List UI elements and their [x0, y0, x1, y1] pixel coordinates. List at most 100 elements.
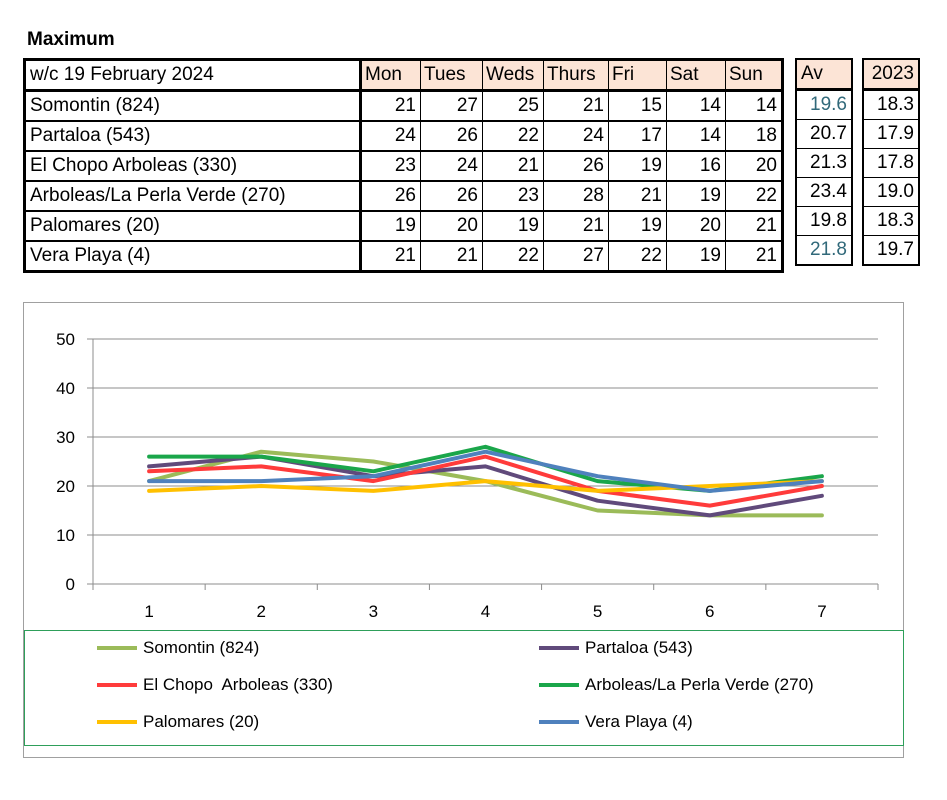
legend-swatch [539, 646, 579, 650]
average-cell: 20.7 [795, 119, 853, 149]
table-header-row: w/c 19 February 2024 Mon Tues Weds Thurs… [24, 59, 783, 92]
legend-label: Palomares (20) [143, 712, 260, 731]
legend-swatch [97, 720, 137, 724]
table-cell: 23 [482, 180, 544, 212]
y-tick-label: 30 [56, 428, 75, 447]
series-line [147, 479, 824, 493]
table-cell: 24 [543, 120, 609, 152]
table-cell: 19 [608, 210, 667, 242]
y-tick-label: 20 [56, 477, 75, 496]
station-name: El Chopo Arboleas (330) [24, 150, 362, 182]
x-tick-label: 4 [481, 602, 490, 621]
year-2023-cell: 19.0 [862, 177, 920, 207]
day-header: Sun [725, 59, 783, 92]
table-cell: 21 [360, 240, 421, 272]
table-cell: 19 [360, 210, 421, 242]
day-header: Tues [420, 59, 483, 92]
legend-item: Vera Playa (4) [539, 712, 693, 732]
year-2023-cell: 17.8 [862, 148, 920, 178]
temperature-table: w/c 19 February 2024 Mon Tues Weds Thurs… [23, 58, 784, 273]
table-cell: 22 [725, 180, 783, 212]
average-cell: 19.8 [795, 206, 853, 236]
station-name: Partaloa (543) [24, 120, 362, 152]
table-cell: 17 [608, 120, 667, 152]
year-2023-cell: 18.3 [862, 206, 920, 236]
table-cell: 24 [420, 150, 483, 182]
day-header: Fri [608, 59, 667, 92]
x-tick-label: 1 [144, 602, 153, 621]
x-tick-label: 2 [256, 602, 265, 621]
station-name: Palomares (20) [24, 210, 362, 242]
chart-legend: Somontin (824) Partaloa (543) El Chopo Arb… [24, 630, 904, 746]
average-header: Av [795, 58, 853, 91]
table-cell: 27 [420, 89, 483, 122]
year-2023-header: 2023 [862, 58, 920, 91]
legend-item: Palomares (20) [97, 712, 259, 732]
legend-item: Partaloa (543) [539, 638, 693, 658]
series-line [147, 449, 824, 493]
legend-item: El Chopo Arboleas (330) [97, 675, 333, 695]
table-cell: 26 [543, 150, 609, 182]
x-tick-label: 7 [817, 602, 826, 621]
legend-item: Somontin (824) [97, 638, 259, 658]
table-cell: 21 [725, 240, 783, 272]
legend-label: El Chopo Arboleas (330) [143, 675, 333, 694]
table-cell: 20 [725, 150, 783, 182]
y-tick-label: 0 [66, 575, 75, 594]
table-cell: 21 [725, 210, 783, 242]
table-cell: 22 [608, 240, 667, 272]
year-2023-cell: 19.7 [862, 235, 920, 266]
x-tick-label: 3 [369, 602, 378, 621]
station-name: Somontin (824) [24, 89, 362, 122]
y-tick-label: 10 [56, 526, 75, 545]
table-cell: 19 [482, 210, 544, 242]
y-tick-label: 40 [56, 379, 75, 398]
legend-swatch [539, 720, 579, 724]
table-cell: 21 [543, 89, 609, 122]
table-row: Palomares (20) 19 20 19 21 19 20 21 [24, 210, 783, 242]
average-cell: 21.8 [795, 235, 853, 266]
table-heading: Maximum [27, 29, 115, 50]
legend-label: Vera Playa (4) [585, 712, 693, 731]
legend-label: Arboleas/La Perla Verde (270) [585, 675, 814, 694]
table-cell: 14 [666, 120, 726, 152]
legend-swatch [97, 683, 137, 687]
table-cell: 25 [482, 89, 544, 122]
series-line [147, 454, 824, 508]
table-cell: 27 [543, 240, 609, 272]
table-cell: 26 [420, 180, 483, 212]
average-cell: 21.3 [795, 148, 853, 178]
table-row: Partaloa (543) 24 26 22 24 17 14 18 [24, 120, 783, 152]
average-table: Av 19.6 20.7 21.3 23.4 19.8 21.8 [795, 58, 853, 266]
legend-label: Somontin (824) [143, 638, 260, 657]
week-label: w/c 19 February 2024 [24, 59, 362, 92]
station-name: Vera Playa (4) [24, 240, 362, 272]
chart-frame [23, 302, 904, 758]
table-cell: 20 [666, 210, 726, 242]
table-cell: 21 [420, 240, 483, 272]
legend-swatch [97, 646, 137, 650]
y-tick-label: 50 [56, 330, 75, 349]
x-tick-label: 5 [593, 602, 602, 621]
table-cell: 18 [725, 120, 783, 152]
year-2023-cell: 18.3 [862, 89, 920, 120]
legend-label: Partaloa (543) [585, 638, 693, 657]
legend-item: Arboleas/La Perla Verde (270) [539, 675, 814, 695]
x-tick-label: 6 [705, 602, 714, 621]
average-cell: 19.6 [795, 89, 853, 120]
table-cell: 23 [360, 150, 421, 182]
table-row: Vera Playa (4) 21 21 22 27 22 19 21 [24, 240, 783, 272]
table-cell: 21 [360, 89, 421, 122]
table-cell: 14 [725, 89, 783, 122]
year-2023-table: 2023 18.3 17.9 17.8 19.0 18.3 19.7 [862, 58, 920, 266]
table-row: El Chopo Arboleas (330) 23 24 21 26 19 1… [24, 150, 783, 182]
day-header: Thurs [543, 59, 609, 92]
table-row: Somontin (824) 21 27 25 21 15 14 14 [24, 89, 783, 122]
legend-swatch [539, 683, 579, 687]
day-header: Sat [666, 59, 726, 92]
year-2023-cell: 17.9 [862, 119, 920, 149]
table-cell: 19 [666, 180, 726, 212]
table-cell: 19 [666, 240, 726, 272]
table-cell: 26 [360, 180, 421, 212]
